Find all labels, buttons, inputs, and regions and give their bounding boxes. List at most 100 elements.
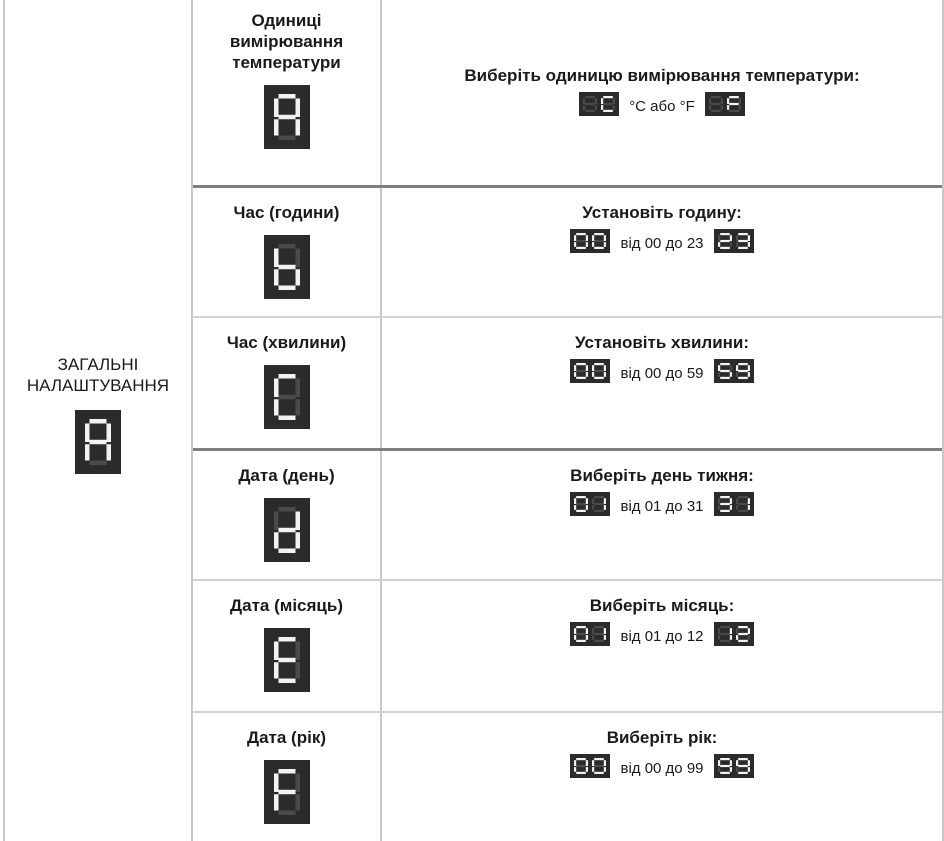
display-segment: [717, 767, 720, 772]
display-segment: [106, 444, 111, 461]
display-segment: [719, 496, 730, 499]
range-from-display: [570, 754, 611, 778]
row-display: [263, 498, 310, 562]
display-segment: [735, 372, 738, 377]
display-segment: [737, 233, 748, 236]
display-segment: [719, 764, 730, 768]
display-segment: [85, 444, 90, 461]
display-segment: [717, 365, 720, 371]
row-range: від 01 до 31: [382, 492, 942, 516]
row-title: Час (хвилини): [226, 333, 347, 352]
row-name-cell: Час (хвилини): [193, 318, 380, 448]
display-segment: [738, 98, 741, 104]
row-divider: [193, 185, 942, 188]
display-segment: [594, 632, 605, 636]
row-title: Дата (місяць): [230, 596, 343, 615]
display-segment: [719, 369, 730, 373]
display-segment: [719, 363, 730, 366]
display-segment: [574, 628, 577, 634]
display-segment: [278, 789, 295, 795]
display-segment: [717, 235, 720, 241]
display-segment: [594, 105, 598, 110]
display-segment: [747, 760, 750, 766]
display-segment: [710, 96, 721, 99]
display-segment: [592, 760, 595, 766]
display-segment: [719, 502, 730, 506]
display-segment: [747, 372, 750, 377]
display-segment: [719, 771, 730, 774]
display-segment: [728, 102, 739, 106]
display-segment: [719, 632, 730, 636]
display-segment: [278, 394, 295, 400]
display-segment: [273, 794, 278, 811]
display-segment: [278, 374, 295, 379]
display-segment: [603, 96, 613, 99]
display-segment: [737, 376, 748, 379]
display-segment: [592, 372, 595, 377]
display-segment: [576, 246, 587, 249]
display-segment: [710, 109, 721, 112]
display-segment: [295, 641, 300, 660]
range-to-display: [713, 754, 754, 778]
display-segment: [604, 628, 607, 634]
display-segment: [747, 365, 750, 371]
display-segment: [585, 109, 595, 112]
table-row: Час (години) Установіть годину: від 00 д…: [193, 188, 942, 316]
display-segment: [729, 372, 732, 377]
display-segment: [737, 764, 748, 768]
table-border-left: [3, 0, 5, 841]
display-segment: [737, 496, 748, 499]
display-segment: [747, 498, 750, 504]
display-segment: [594, 239, 605, 243]
display-segment: [747, 628, 750, 634]
table-row: Дата (місяць) Виберіть місяць: від 01 до…: [193, 581, 942, 711]
display-segment: [708, 105, 711, 110]
range-to-display: [704, 92, 745, 116]
display-segment: [729, 628, 732, 634]
display-segment: [612, 98, 616, 104]
display-segment: [604, 372, 607, 377]
display-segment: [603, 109, 613, 112]
display-segment: [737, 363, 748, 366]
display-segment: [576, 639, 587, 642]
row-display: [263, 760, 310, 824]
display-segment: [594, 363, 605, 366]
display-segment: [295, 794, 300, 811]
display-segment: [719, 376, 730, 379]
display-segment: [278, 678, 295, 683]
row-description-cell: Виберіть місяць: від 01 до 12: [382, 581, 942, 711]
display-segment: [735, 235, 738, 241]
display-segment: [604, 760, 607, 766]
display-segment: [278, 94, 295, 99]
display-segment: [295, 773, 300, 792]
range-from-display: [570, 492, 611, 516]
table-border-col1: [191, 0, 193, 841]
display-segment: [576, 632, 587, 636]
display-segment: [594, 502, 605, 506]
display-segment: [735, 498, 738, 504]
display-segment: [273, 773, 278, 792]
display-segment: [273, 532, 278, 549]
row-instruction: Виберіть місяць:: [589, 596, 735, 615]
display-segment: [576, 233, 587, 236]
display-segment: [719, 626, 730, 629]
display-segment: [594, 496, 605, 499]
display-segment: [729, 242, 732, 247]
display-segment: [586, 372, 589, 377]
display-segment: [604, 505, 607, 510]
range-text: від 01 до 31: [620, 498, 704, 515]
range-text: від 00 до 23: [620, 235, 704, 252]
display-segment: [604, 365, 607, 371]
display-segment: [735, 760, 738, 766]
range-from-display: [570, 622, 611, 646]
display-segment: [295, 662, 300, 679]
display-segment: [729, 767, 732, 772]
display-segment: [273, 119, 278, 136]
row-title-line: температури: [232, 53, 341, 72]
display-segment: [717, 628, 720, 634]
display-segment: [273, 662, 278, 679]
display-segment: [592, 235, 595, 241]
display-segment: [717, 498, 720, 504]
display-segment: [89, 439, 107, 445]
display-segment: [586, 628, 589, 634]
